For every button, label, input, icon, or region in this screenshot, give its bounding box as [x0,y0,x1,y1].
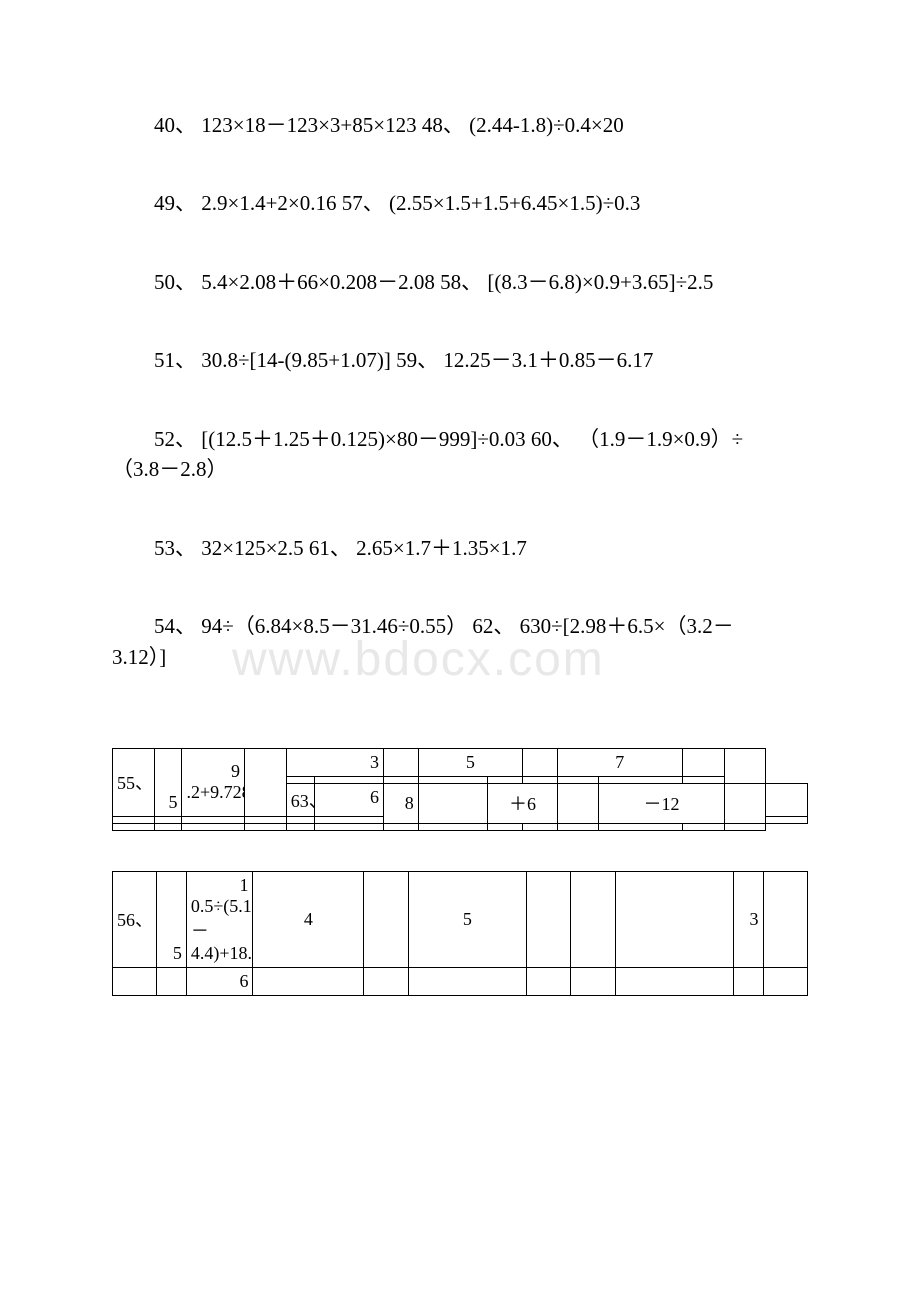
cell-blank [253,967,364,995]
problem-line-52-60: 52、 [(12.5＋1.25＋0.125)×80－999]÷0.03 60、 … [112,424,808,485]
cell-blank [557,783,599,823]
cell-blank [766,783,808,816]
cell-blank [113,816,155,823]
cell-blank [245,823,287,830]
cell-blank [724,748,766,783]
cell-blank [599,776,682,783]
cell-expr2: 1 0.5÷(5.1－4.4)+18.25 [186,871,253,967]
cell-blank [557,776,599,783]
cell-blank [527,871,571,967]
cell-5b: 5 [408,871,526,967]
cell-6: 6 [186,967,253,995]
cell-blank [488,823,523,830]
cell-expr2-text: 0.5÷(5.1－4.4)+18.25 [191,896,253,963]
cell-9: 9 [186,761,240,782]
cell-blank [763,871,807,967]
cell-3: 3 [733,871,763,967]
cell-5: 5 [154,748,182,816]
cell-blank [615,871,733,967]
problem-line-52-60-b: （3.8－2.8） [112,457,228,481]
cell-expr: 9 .2+9.728÷3.2×1.5 [182,748,245,816]
cell-55-label: 55、 [113,748,155,816]
cell-blank [154,816,182,823]
cell-blank [527,967,571,995]
cell-blank [724,823,766,830]
cell-blank [384,823,419,830]
cell-blank [766,816,808,823]
cell-63: 63、 [286,783,314,816]
cell-blank [571,871,615,967]
problem-line-54-62-b: 3.12）] [112,645,166,669]
cell-blank [154,823,182,830]
cell-plus6: ＋6 [488,783,558,823]
cell-blank [615,967,733,995]
cell-blank [182,823,245,830]
cell-blank [384,776,419,783]
cell-blank [682,823,724,830]
problem-line-52-60-a: 52、 [(12.5＋1.25＋0.125)×80－999]÷0.03 60、 … [112,424,808,454]
cell-blank [364,871,408,967]
tables-container: 55、 5 9 .2+9.728÷3.2×1.5 3 5 7 [0,748,920,996]
problem-line-49-57: 49、 2.9×1.4+2×0.16 57、 (2.55×1.5+1.5+6.4… [112,188,808,218]
problems-block: 40、 123×18－123×3+85×123 48、 (2.44-1.8)÷0… [0,0,920,748]
cell-63a [245,748,287,816]
cell-blank [418,776,488,783]
cell-56-label: 56、 [113,871,157,967]
cell-blank [314,816,384,823]
cell-blank [488,776,523,783]
cell-blank [314,776,384,783]
cell-blank [286,776,314,783]
cell-blank [113,967,157,995]
cell-expr-text: .2+9.728÷3.2×1.5 [186,782,244,802]
cell-3: 3 [286,748,383,776]
cell-5: 5 [157,871,187,967]
cell-blank [364,967,408,995]
cell-blank [182,816,245,823]
cell-blank [418,783,488,823]
cell-1: 1 [191,875,249,896]
cell-blank [682,748,724,776]
table-56: 56、 5 1 0.5÷(5.1－4.4)+18.25 4 5 3 6 [112,871,808,996]
cell-blank [523,823,558,830]
cell-blank [557,823,599,830]
cell-blank [286,823,314,830]
problem-line-54-62-a: 54、 94÷（6.84×8.5－31.46÷0.55） 62、 630÷[2.… [112,611,808,641]
cell-blank [599,823,682,830]
problem-line-51-59: 51、 30.8÷[14-(9.85+1.07)] 59、 12.25－3.1＋… [112,345,808,375]
problem-line-53-61: 53、 32×125×2.5 61、 2.65×1.7＋1.35×1.7 [112,533,808,563]
cell-minus12: －12 [599,783,724,823]
cell-blank [763,967,807,995]
cell-blank [724,783,766,823]
cell-blank [113,823,155,830]
cell-4: 4 [253,871,364,967]
cell-6: 6 [314,783,384,816]
cell-blank [408,967,526,995]
problem-line-50-58: 50、 5.4×2.08＋66×0.208－2.08 58、 [(8.3－6.8… [112,267,808,297]
cell-blank [286,816,314,823]
cell-blank [314,823,384,830]
problem-line-40-48: 40、 123×18－123×3+85×123 48、 (2.44-1.8)÷0… [112,110,808,140]
cell-blank [384,748,419,776]
cell-blank [245,816,287,823]
table-55: 55、 5 9 .2+9.728÷3.2×1.5 3 5 7 [112,748,808,831]
cell-5b: 5 [418,748,522,776]
problem-line-54-62: 54、 94÷（6.84×8.5－31.46÷0.55） 62、 630÷[2.… [112,611,808,672]
cell-7: 7 [557,748,682,776]
cell-blank [733,967,763,995]
cell-blank [523,748,558,776]
cell-blank [571,967,615,995]
cell-blank [682,776,724,783]
cell-blank [157,967,187,995]
cell-8: 8 [384,783,419,823]
cell-blank [418,823,488,830]
cell-blank [523,776,558,783]
